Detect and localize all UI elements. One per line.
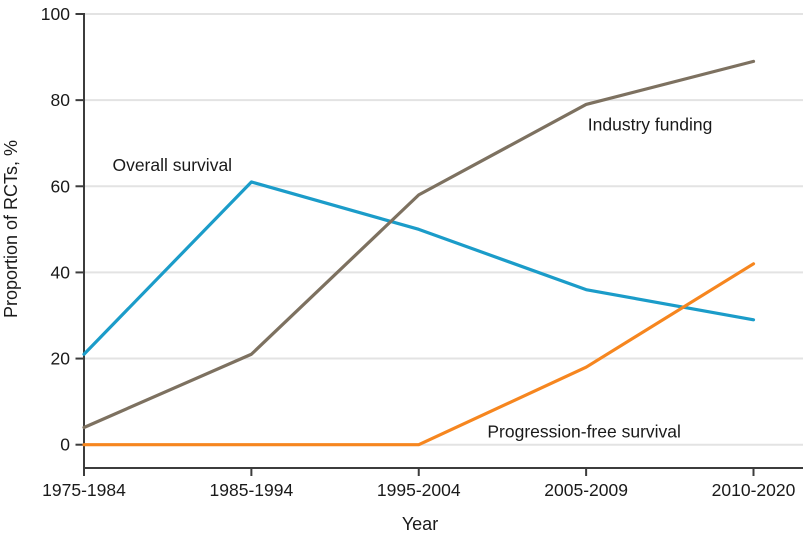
x-tick-label-2010-2020: 2010-2020 — [712, 480, 796, 500]
y-axis-title: Proportion of RCTs, % — [1, 140, 21, 318]
y-tick-label-20: 20 — [51, 349, 71, 369]
x-axis-title: Year — [402, 514, 438, 534]
series-line-industry-funding — [82, 59, 756, 430]
y-tick-label-40: 40 — [51, 262, 71, 282]
series-label-progression-free-survival: Progression-free survival — [487, 421, 681, 441]
series-label-industry-funding: Industry funding — [588, 114, 713, 134]
y-tick-label-80: 80 — [51, 90, 71, 110]
series-line-progression-free-survival — [82, 262, 756, 447]
y-tick-label-60: 60 — [51, 176, 71, 196]
chart-plot-area: 0 20 40 60 80 100 1975-1984 1985-1994 1995-2004 2… — [41, 4, 803, 500]
series-label-overall-survival: Overall survival — [112, 155, 232, 175]
series-line-overall-survival — [82, 180, 756, 356]
x-tick-label-1975-1984: 1975-1984 — [42, 480, 126, 500]
y-tick-label-100: 100 — [41, 4, 70, 24]
y-tick-label-0: 0 — [60, 435, 70, 455]
x-tick-label-1985-1994: 1985-1994 — [210, 480, 294, 500]
x-tick-label-1995-2004: 1995-2004 — [377, 480, 461, 500]
x-tick-label-2005-2009: 2005-2009 — [544, 480, 628, 500]
